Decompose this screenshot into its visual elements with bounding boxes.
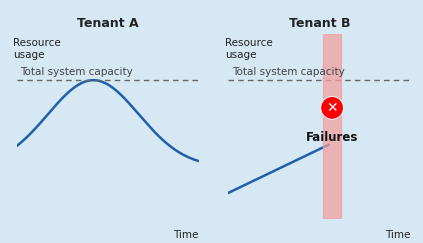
Text: Total system capacity: Total system capacity bbox=[232, 67, 344, 78]
Ellipse shape bbox=[321, 97, 343, 119]
Ellipse shape bbox=[322, 98, 342, 118]
Title: Tenant A: Tenant A bbox=[77, 17, 139, 30]
Bar bbox=[323, 34, 341, 219]
Title: Tenant B: Tenant B bbox=[288, 17, 350, 30]
Ellipse shape bbox=[322, 98, 342, 118]
Text: Time: Time bbox=[173, 230, 199, 240]
Text: Time: Time bbox=[385, 230, 410, 240]
Text: Resource
usage: Resource usage bbox=[225, 38, 272, 60]
Text: Failures: Failures bbox=[306, 131, 358, 144]
Text: Total system capacity: Total system capacity bbox=[20, 67, 133, 78]
Text: Resource
usage: Resource usage bbox=[13, 38, 61, 60]
Text: ✕: ✕ bbox=[326, 101, 338, 115]
